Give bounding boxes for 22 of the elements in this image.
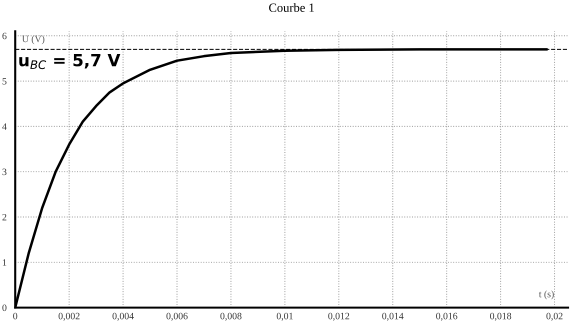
- x-tick-label: 0,01: [276, 312, 293, 321]
- y-tick-label: 0: [2, 304, 7, 312]
- x-tick-label: 0,002: [58, 312, 80, 321]
- x-tick-label: 0,008: [220, 312, 242, 321]
- x-tick-label: 0: [13, 312, 18, 320]
- y-tick-label: 3: [2, 168, 6, 176]
- x-tick-label: 0,004: [112, 312, 134, 321]
- chart-title: Courbe 1: [269, 3, 314, 12]
- y-tick-label: 6: [2, 32, 7, 40]
- y-axis-title: U (V): [22, 35, 44, 44]
- x-tick-label: 0,02: [546, 312, 563, 321]
- x-tick-label: 0,012: [328, 312, 350, 321]
- y-tick-label: 4: [2, 123, 7, 130]
- y-tick-label: 2: [2, 214, 6, 220]
- y-tick-label: 1: [2, 259, 6, 266]
- x-tick-label: 0,014: [382, 312, 404, 321]
- x-tick-label: 0,006: [166, 312, 188, 321]
- ref-line-label: u$_{BC}$ = 5,7 V: [19, 54, 120, 70]
- x-tick-label: 0,016: [436, 312, 458, 321]
- x-tick-label: 0,018: [490, 312, 512, 321]
- x-axis-title: t (s): [538, 290, 554, 300]
- y-tick-label: 5: [2, 78, 6, 85]
